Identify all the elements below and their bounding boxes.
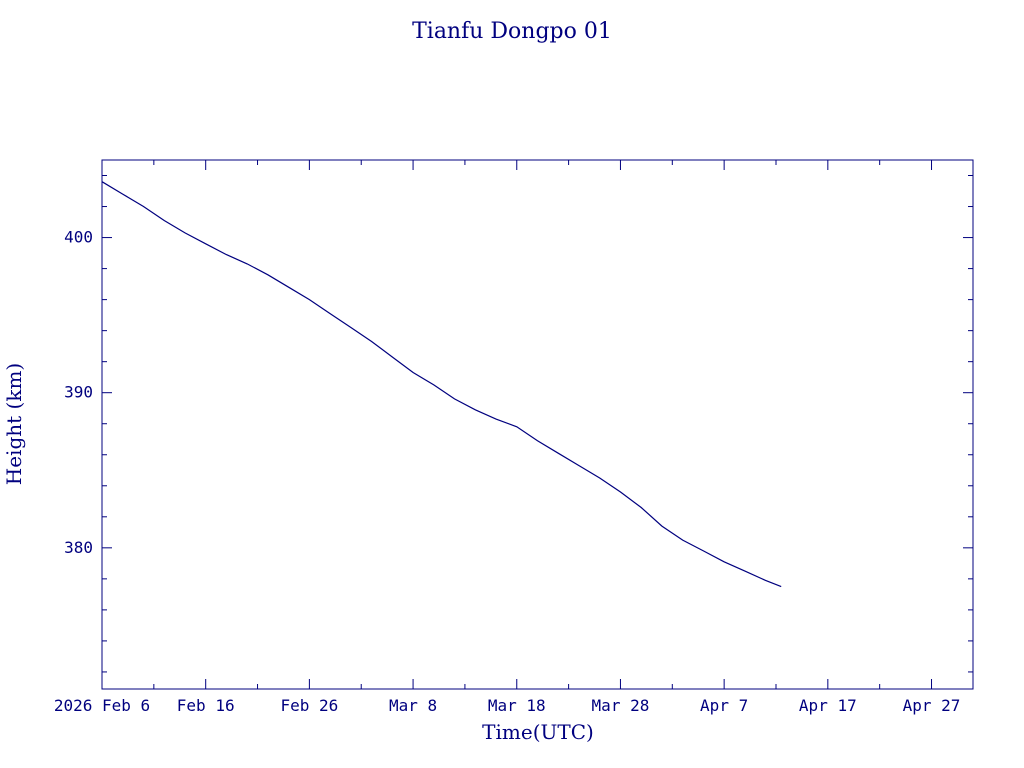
- chart-title: Tianfu Dongpo 01: [412, 19, 612, 44]
- x-axis-label: Time(UTC): [482, 720, 594, 744]
- y-tick-label: 400: [64, 228, 93, 247]
- x-tick-label: Mar 8: [389, 696, 437, 715]
- x-tick-label: 2026 Feb 6: [54, 696, 150, 715]
- x-tick-labels: 2026 Feb 6 Feb 16 Feb 26 Mar 8 Mar 18 Mar 28 A…: [54, 696, 961, 715]
- y-axis-label: Height (km): [2, 363, 26, 485]
- x-tick-label: Apr 17: [799, 696, 857, 715]
- axis-ticks: [101, 160, 973, 689]
- y-tick-labels: 380 390 400: [64, 228, 93, 557]
- y-tick-label: 390: [64, 383, 93, 402]
- x-tick-label: Apr 27: [903, 696, 961, 715]
- y-tick-label: 380: [64, 538, 93, 557]
- x-tick-label: Apr 7: [700, 696, 748, 715]
- x-tick-label: Feb 16: [177, 696, 235, 715]
- x-tick-label: Feb 26: [280, 696, 338, 715]
- plot-frame: [101, 159, 974, 690]
- series-line: [101, 181, 782, 588]
- x-tick-label: Mar 18: [488, 696, 546, 715]
- x-tick-label: Mar 28: [592, 696, 650, 715]
